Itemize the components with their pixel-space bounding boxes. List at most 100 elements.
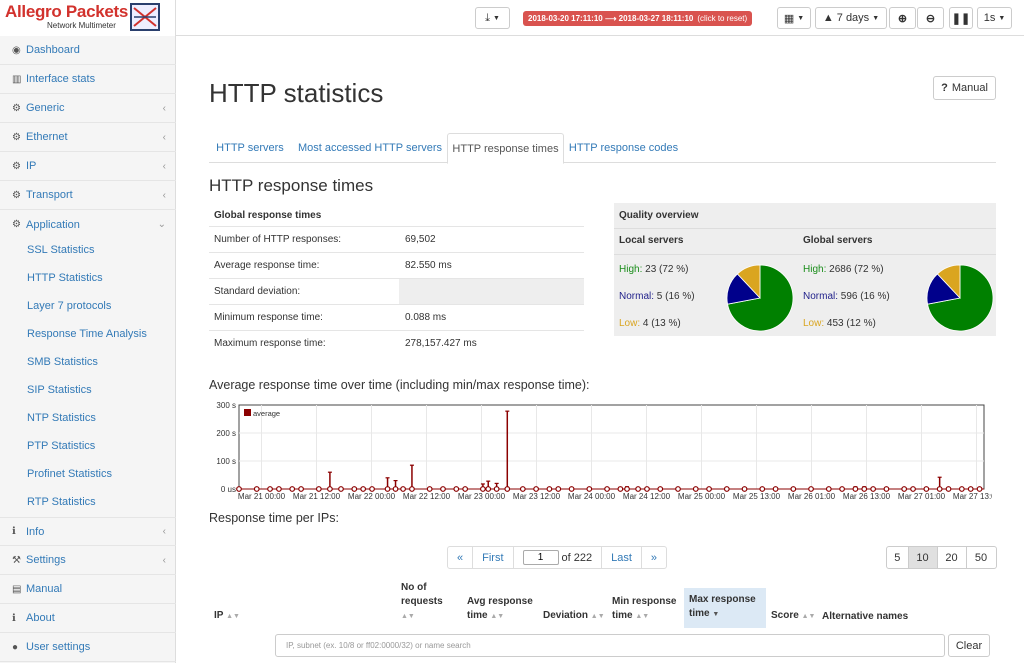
sidebar-subitem-rtp[interactable]: RTP Statistics bbox=[27, 496, 96, 508]
sidebar-item-info[interactable]: ℹ Info ‹ bbox=[0, 517, 176, 546]
chevron-left-icon: ‹ bbox=[162, 131, 166, 143]
page-size-10[interactable]: 10 bbox=[908, 547, 938, 568]
sidebar-subitem-sip[interactable]: SIP Statistics bbox=[27, 384, 92, 396]
row-label: Standard deviation: bbox=[214, 286, 301, 297]
sort-icon: ▲▼ bbox=[490, 613, 505, 620]
x-tick-label: Mar 27 13:00 bbox=[953, 492, 992, 501]
average-data-point bbox=[440, 486, 446, 492]
manual-label: Manual bbox=[951, 82, 988, 94]
period-select[interactable]: ▲ 7 days ▼ bbox=[815, 7, 887, 29]
column-deviation[interactable]: Deviation ▲▼ bbox=[543, 609, 605, 628]
average-data-point bbox=[923, 486, 930, 492]
average-data-point bbox=[635, 486, 642, 492]
row-value: 82.550 ms bbox=[405, 260, 452, 271]
brand-logo[interactable]: Allegro Packets Network Multimeter bbox=[0, 0, 176, 36]
average-data-point bbox=[910, 486, 916, 492]
sidebar-item-about[interactable]: ℹ About bbox=[0, 604, 176, 633]
sidebar-item-ip[interactable]: ⚙ IP ‹ bbox=[0, 152, 176, 181]
average-data-point bbox=[392, 486, 399, 492]
zoom-out-button[interactable]: ⊖ bbox=[917, 7, 944, 29]
sidebar-subitem-smb[interactable]: SMB Statistics bbox=[27, 356, 98, 368]
sidebar-item-manual[interactable]: ▤ Manual bbox=[0, 575, 176, 604]
column-label: Max response time bbox=[689, 594, 756, 619]
zoom-in-button[interactable]: ⊕ bbox=[889, 7, 916, 29]
tab-most-accessed[interactable]: Most accessed HTTP servers bbox=[297, 142, 443, 154]
page-size-20[interactable]: 20 bbox=[938, 547, 967, 568]
average-data-point bbox=[493, 486, 500, 492]
page-title: HTTP statistics bbox=[209, 78, 384, 108]
average-data-point bbox=[675, 486, 681, 492]
last-page-button[interactable]: Last bbox=[602, 547, 642, 568]
sort-icon: ▲▼ bbox=[635, 613, 650, 620]
sidebar-subitem-ssl[interactable]: SSL Statistics bbox=[27, 244, 95, 256]
table-header: Global response times bbox=[209, 204, 584, 226]
page-size-50[interactable]: 50 bbox=[974, 551, 988, 564]
column-min-response[interactable]: Min response time ▲▼ bbox=[612, 595, 682, 628]
column-label: Min response time bbox=[612, 596, 677, 621]
column-ip[interactable]: IP ▲▼ bbox=[214, 609, 240, 628]
sidebar-item-dashboard[interactable]: ◉ Dashboard bbox=[0, 36, 176, 65]
manual-button[interactable]: ? Manual bbox=[933, 76, 996, 100]
average-data-point bbox=[426, 486, 433, 492]
prev-page-button[interactable]: « bbox=[448, 547, 474, 568]
sidebar-item-ethernet[interactable]: ⚙ Ethernet ‹ bbox=[0, 123, 176, 152]
page-size-5[interactable]: 5 bbox=[887, 547, 909, 568]
column-score[interactable]: Score ▲▼ bbox=[771, 609, 815, 628]
column-requests[interactable]: No of requests ▲▼ bbox=[401, 581, 456, 628]
tab-response-codes[interactable]: HTTP response codes bbox=[568, 142, 679, 154]
global-response-table: Global response times Number of HTTP res… bbox=[209, 204, 584, 356]
average-data-point bbox=[861, 486, 868, 492]
average-data-point bbox=[546, 486, 553, 492]
sidebar-subitem-ntp[interactable]: NTP Statistics bbox=[27, 412, 96, 424]
ip-search-input[interactable]: IP, subnet (ex. 10/8 or ff02:0000/32) or… bbox=[275, 634, 945, 657]
next-page-button[interactable]: » bbox=[650, 551, 658, 564]
average-data-point bbox=[289, 486, 296, 492]
pause-button[interactable]: ❚❚ bbox=[949, 7, 973, 29]
average-data-point bbox=[409, 486, 415, 492]
sidebar-item-generic[interactable]: ⚙ Generic ‹ bbox=[0, 94, 176, 123]
first-page-button[interactable]: First bbox=[473, 547, 514, 568]
table-row: Minimum response time: 0.088 ms bbox=[209, 304, 584, 330]
average-data-point bbox=[741, 486, 748, 492]
quality-overview: Quality overview Local servers Global se… bbox=[614, 203, 996, 336]
tab-response-times[interactable]: HTTP response times bbox=[447, 133, 564, 164]
refresh-interval-select[interactable]: 1s ▼ bbox=[977, 7, 1012, 29]
sidebar-subitem-layer7[interactable]: Layer 7 protocols bbox=[27, 300, 112, 312]
column-label: Score bbox=[771, 610, 799, 621]
average-data-point bbox=[808, 486, 814, 492]
sidebar-subitem-profinet[interactable]: Profinet Statistics bbox=[27, 468, 112, 480]
sidebar-subitem-response-time[interactable]: Response Time Analysis bbox=[27, 328, 147, 340]
page-number-input[interactable] bbox=[522, 550, 559, 565]
row-value: 0.088 ms bbox=[405, 312, 447, 323]
column-max-response[interactable]: Max response time ▼ bbox=[684, 588, 766, 628]
book-icon: ▤ bbox=[12, 583, 22, 595]
column-avg-response[interactable]: Avg response time ▲▼ bbox=[467, 595, 539, 628]
clear-button[interactable]: Clear bbox=[948, 634, 990, 657]
average-data-point bbox=[657, 486, 664, 492]
global-normal-value: 596 (16 %) bbox=[840, 291, 890, 302]
tab-http-servers[interactable]: HTTP servers bbox=[216, 142, 284, 154]
sidebar-item-label: Transport bbox=[26, 189, 73, 201]
download-button[interactable]: ⤓ ▼ bbox=[475, 7, 510, 29]
time-range-badge[interactable]: 2018-03-20 17:11:10 ⟶ 2018-03-27 18:11:1… bbox=[523, 11, 753, 26]
sidebar-item-transport[interactable]: ⚙ Transport ‹ bbox=[0, 181, 176, 210]
sidebar-item-label: IP bbox=[26, 160, 37, 172]
sidebar-subitem-ptp[interactable]: PTP Statistics bbox=[27, 440, 96, 452]
sidebar-item-interface-stats[interactable]: ▥ Interface stats bbox=[0, 65, 176, 94]
sidebar-item-settings[interactable]: ⚒ Settings ‹ bbox=[0, 546, 176, 575]
sidebar-item-label: Manual bbox=[26, 583, 63, 595]
y-tick-label: 100 s bbox=[216, 457, 236, 466]
section-title: HTTP response times bbox=[209, 176, 374, 195]
brand-subtitle: Network Multimeter bbox=[47, 21, 116, 30]
sidebar-item-label: Generic bbox=[26, 102, 65, 114]
sidebar-item-user-settings[interactable]: ● User settings bbox=[0, 633, 176, 662]
column-alt-names[interactable]: Alternative names bbox=[822, 610, 908, 628]
calendar-icon: ▦ bbox=[783, 12, 795, 25]
sidebar-item-label: Dashboard bbox=[26, 44, 80, 56]
calendar-button[interactable]: ▦ ▼ bbox=[777, 7, 811, 29]
table-row: Maximum response time: 278,157.427 ms bbox=[209, 330, 584, 356]
sidebar-item-application[interactable]: ⚙ Application ⌄ bbox=[0, 210, 176, 239]
sidebar-subitem-http[interactable]: HTTP Statistics bbox=[27, 272, 103, 284]
refresh-interval-label: 1s bbox=[983, 12, 996, 24]
global-high: High: 2686 (72 %) bbox=[803, 264, 884, 275]
